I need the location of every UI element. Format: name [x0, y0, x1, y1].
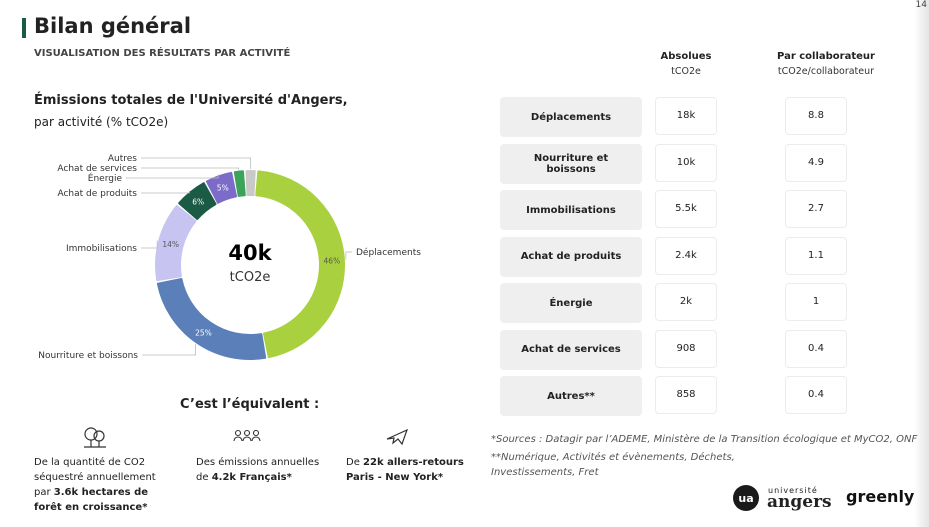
value-label: 5%	[217, 184, 229, 193]
footnote: *Sources : Datagir par l’ADEME, Ministèr…	[491, 434, 918, 445]
donut-segment	[178, 182, 217, 220]
text-part: 4.2k Français*	[211, 472, 292, 483]
text-part: Des émissions annuelles de	[196, 457, 320, 483]
donut-segment	[156, 277, 267, 360]
cell-value: 2.4k	[655, 236, 717, 275]
edge-strip	[914, 0, 929, 527]
column-unit: tCO2e	[671, 66, 701, 77]
cell-value: 2.7	[785, 190, 847, 228]
cell-value: 4.9	[785, 143, 847, 182]
row-label: Immobilisations	[500, 190, 642, 230]
column-title: Par collaborateur	[777, 51, 875, 62]
leader-line	[141, 240, 158, 249]
total-value: 40k	[228, 241, 272, 265]
logo-text: angers	[767, 492, 832, 512]
text-part: De	[346, 457, 364, 468]
row-label: Nourriture et boissons	[500, 143, 642, 184]
title: Bilan général	[34, 14, 192, 38]
donut-segment	[255, 170, 345, 359]
chart-title: Émissions totales de l'Université d'Ange…	[34, 93, 348, 108]
donut-segment	[245, 170, 256, 197]
cell-value: 10k	[655, 143, 717, 182]
column-unit: tCO2e/collaborateur	[777, 66, 875, 77]
donut-segment	[233, 170, 246, 197]
leader-line	[141, 190, 190, 194]
category-label: Énergie	[88, 172, 123, 184]
text-part: 22k allers-retours Paris - New York*	[346, 457, 464, 483]
equivalent-title: C’est l’équivalent :	[180, 397, 320, 412]
cell-value: 8.8	[785, 97, 847, 135]
cell-value: 0.4	[785, 376, 847, 414]
leader-line	[126, 174, 219, 179]
logo-text: université	[768, 486, 818, 495]
donut-segment	[155, 204, 197, 282]
chart-subtitle: par activité (% tCO2e)	[34, 115, 169, 129]
footnote: **Numérique, Activités et évènements, Dé…	[491, 452, 735, 478]
ua-logo: ua	[733, 485, 759, 511]
leader-line	[142, 344, 196, 356]
equivalent-text: De 22k allers-retours Paris - New York*	[346, 455, 481, 485]
cell-value: 858	[655, 376, 717, 414]
svg-text:ua: ua	[738, 492, 753, 505]
title-bar	[22, 18, 26, 38]
cell-value: 2k	[655, 283, 717, 321]
greenly-logo: greenly	[846, 487, 915, 506]
equivalent-text: Des émissions annuelles de 4.2k Français…	[196, 455, 331, 485]
row-label: Achat de services	[500, 329, 642, 370]
column-title: Absolues	[660, 51, 712, 62]
subtitle: VISUALISATION DES RÉSULTATS PAR ACTIVITÉ	[34, 48, 291, 59]
row-label: Autres**	[500, 376, 642, 416]
donut-chart: 40k tCO2e 46% Déplacements 25% Nourriture e…	[38, 154, 421, 361]
leader-line	[345, 251, 352, 260]
plane-icon	[386, 428, 409, 446]
row-label: Énergie	[500, 283, 642, 323]
page-number: 14	[915, 0, 927, 10]
equivalent-text: De la quantité de CO2 séquestré annuelle…	[34, 455, 169, 515]
cell-value: 1.1	[785, 236, 847, 275]
category-label: Déplacements	[356, 247, 421, 258]
value-label: 25%	[195, 328, 212, 337]
people-icon	[233, 429, 261, 442]
value-label: 46%	[324, 256, 341, 265]
cell-value: 5.5k	[655, 190, 717, 228]
text-part: 3.6k hectares de forêt en croissance*	[34, 487, 149, 513]
value-label: 6%	[192, 197, 204, 206]
cell-value: 0.4	[785, 329, 847, 368]
tree-icon	[84, 427, 106, 448]
category-label: Autres	[108, 154, 137, 164]
category-label: Nourriture et boissons	[38, 351, 138, 361]
text-part: De la quantité de CO2 séquestré annuelle…	[34, 457, 156, 498]
cell-value: 18k	[655, 97, 717, 135]
total-unit: tCO2e	[230, 270, 271, 285]
row-label: Déplacements	[500, 97, 642, 137]
leader-line	[141, 167, 240, 170]
category-label: Achat de produits	[57, 189, 137, 199]
leader-line	[141, 157, 252, 170]
row-label: Achat de produits	[500, 236, 642, 277]
cell-value: 1	[785, 283, 847, 321]
value-label: 14%	[162, 240, 179, 249]
category-label: Achat de services	[57, 164, 137, 174]
category-label: Immobilisations	[66, 244, 137, 254]
cell-value: 908	[655, 329, 717, 368]
